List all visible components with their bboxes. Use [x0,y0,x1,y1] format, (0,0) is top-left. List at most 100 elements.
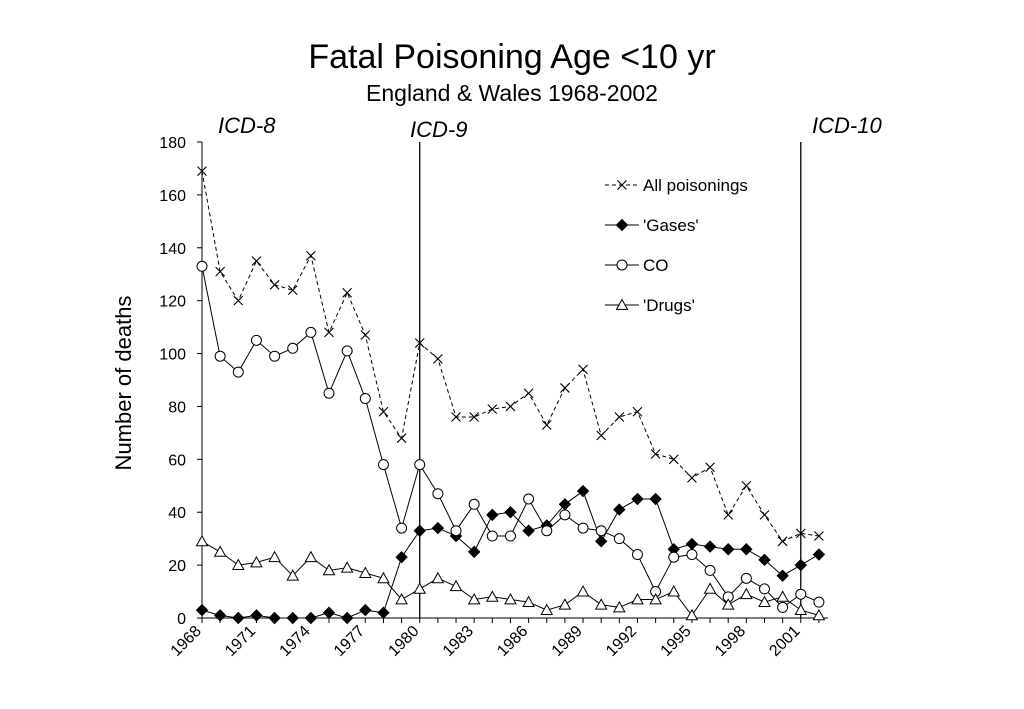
data-point-all-poisonings [596,430,607,441]
data-point-gases [304,611,318,625]
data-point-co [541,525,553,537]
y-tick-label: 0 [177,611,186,628]
data-point-all-poisonings [505,401,516,412]
chart-title: Fatal Poisoning Age <10 yr [308,38,715,76]
data-point-all-poisonings [451,412,461,422]
y-tick-label: 40 [168,505,186,522]
x-tick-label: 1992 [603,623,640,660]
data-point-co [414,459,426,471]
data-point-gases [377,606,390,619]
data-point-gases [431,521,445,535]
data-point-gases [685,537,699,551]
data-point-co [359,393,371,405]
data-point-all-poisonings [251,256,262,266]
data-point-all-poisonings [814,531,824,541]
series-line-all-poisonings [201,171,819,542]
data-point-co [250,334,262,346]
data-point-drugs [794,603,808,615]
data-point-co [758,583,770,595]
data-point-drugs [776,590,789,602]
data-point-drugs [377,571,390,584]
data-point-drugs [286,569,300,581]
data-point-drugs [540,603,554,615]
icd-8-label: ICD-8 [218,113,276,138]
data-point-co [269,350,281,362]
data-point-co [740,572,752,584]
legend-marker-gases [615,218,629,232]
data-point-co [323,387,335,399]
y-tick-label: 140 [159,241,186,258]
data-point-all-poisonings [560,383,570,393]
legend-label-co: CO [643,256,669,275]
data-point-co [287,342,299,354]
data-point-all-poisonings [723,509,734,520]
data-point-all-poisonings [233,295,244,306]
data-point-drugs [304,550,318,563]
data-point-co [468,498,480,510]
data-point-co [668,551,680,563]
data-point-all-poisonings [578,364,588,375]
data-point-gases [504,506,517,519]
data-point-drugs [812,608,826,621]
x-tick-label: 1974 [277,623,314,660]
data-point-all-poisonings [632,406,643,417]
data-point-drugs [703,582,717,594]
legend-label-gases: 'Gases' [643,216,699,235]
data-point-gases [322,606,336,619]
data-point-all-poisonings [396,433,407,444]
legend-label-drugs: 'Drugs' [643,296,695,315]
x-tick-label: 1980 [385,623,422,660]
data-point-all-poisonings [287,285,298,295]
data-point-drugs [195,534,209,547]
data-point-all-poisonings [342,287,353,298]
x-tick-label: 1968 [168,623,205,660]
data-point-all-poisonings [378,406,389,417]
data-point-gases [649,492,662,506]
legend-marker-co [616,259,628,271]
data-point-gases [758,553,771,567]
data-point-co [813,596,825,608]
data-point-gases [232,611,245,625]
data-point-co [396,522,408,534]
data-point-co [777,601,789,613]
data-point-drugs [467,592,481,605]
data-point-all-poisonings [795,528,806,539]
data-point-all-poisonings [197,166,207,176]
y-tick-label: 80 [168,399,186,416]
data-point-drugs [213,545,227,557]
data-point-all-poisonings [215,266,226,277]
data-point-all-poisonings [541,420,552,430]
data-point-co [631,549,643,561]
data-point-all-poisonings [668,454,679,465]
data-point-co [795,588,807,600]
y-tick-label: 20 [168,558,186,575]
data-point-gases [213,609,227,622]
data-point-all-poisonings [324,327,334,338]
data-point-drugs [231,558,245,571]
x-tick-label: 1971 [222,623,259,660]
data-point-gases [250,609,263,622]
legend-marker-drugs [615,298,629,310]
data-point-drugs [250,555,263,568]
data-point-drugs [721,598,735,610]
data-point-gases [576,484,590,498]
data-point-co [377,459,389,471]
data-point-co [196,260,208,272]
data-point-gases [467,545,481,559]
x-tick-label: 2001 [766,623,803,660]
data-point-all-poisonings [614,412,625,422]
data-point-all-poisonings [777,536,788,547]
data-point-co [305,326,317,338]
data-point-drugs [576,585,590,597]
data-point-gases [359,603,372,617]
data-point-gases [703,540,717,553]
data-point-co [686,549,698,561]
y-tick-label: 180 [159,135,186,152]
data-point-drugs [522,595,535,608]
y-tick-label: 60 [168,452,186,469]
data-point-drugs [739,587,753,600]
legend: All poisonings 'Gases' CO 'Drugs' [605,176,748,315]
data-point-gases [195,603,209,617]
data-point-drugs [667,585,681,597]
